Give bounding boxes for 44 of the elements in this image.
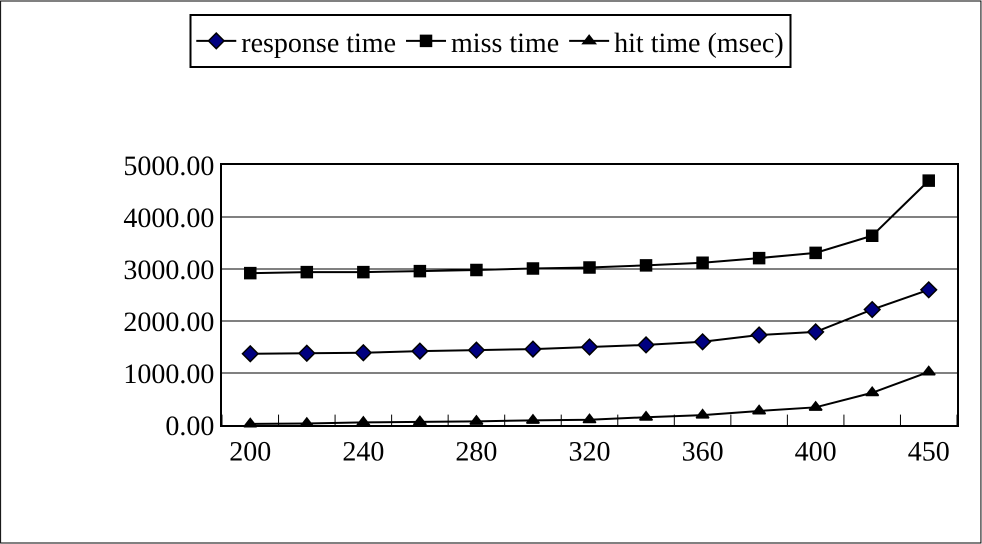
- y-tick-label: 1000.00: [123, 358, 214, 390]
- point: [637, 336, 655, 354]
- x-tick-label: 360: [682, 436, 724, 468]
- point: [470, 264, 483, 276]
- point: [244, 266, 257, 280]
- point: [468, 342, 485, 359]
- point: [583, 261, 596, 274]
- x-tick-label: 240: [342, 436, 384, 468]
- point: [300, 266, 314, 278]
- x-tick-label: 450: [908, 436, 950, 468]
- x-tick-label: 200: [229, 436, 272, 468]
- point: [354, 344, 372, 362]
- y-tick-label: 3000.00: [123, 254, 214, 286]
- point: [809, 246, 822, 260]
- point: [580, 338, 598, 356]
- y-tick-label: 2000.00: [123, 306, 214, 338]
- legend-label: response time: [241, 28, 396, 59]
- point: [242, 345, 259, 362]
- x-tick-label: 320: [568, 436, 610, 468]
- point: [696, 256, 709, 270]
- point: [750, 326, 768, 344]
- point: [526, 262, 540, 275]
- x-tick-label: 280: [455, 436, 498, 468]
- point: [357, 266, 370, 278]
- point: [922, 174, 935, 187]
- point: [920, 281, 938, 298]
- point: [524, 340, 542, 358]
- x-tick-label: 400: [794, 436, 837, 468]
- y-tick-label: 4000.00: [123, 202, 214, 234]
- y-tick-label: 5000.00: [123, 150, 214, 182]
- point: [866, 229, 878, 242]
- y-tick-label: 0.00: [165, 410, 214, 442]
- point: [298, 344, 316, 362]
- point: [411, 342, 428, 360]
- point: [640, 259, 652, 272]
- legend-label: hit time (msec): [614, 28, 784, 59]
- point: [414, 264, 426, 278]
- point: [638, 410, 654, 421]
- point: [864, 301, 881, 318]
- legend-label: miss time: [451, 28, 560, 59]
- point: [694, 333, 712, 350]
- point: [752, 252, 766, 264]
- point: [807, 323, 824, 340]
- point: [695, 408, 710, 419]
